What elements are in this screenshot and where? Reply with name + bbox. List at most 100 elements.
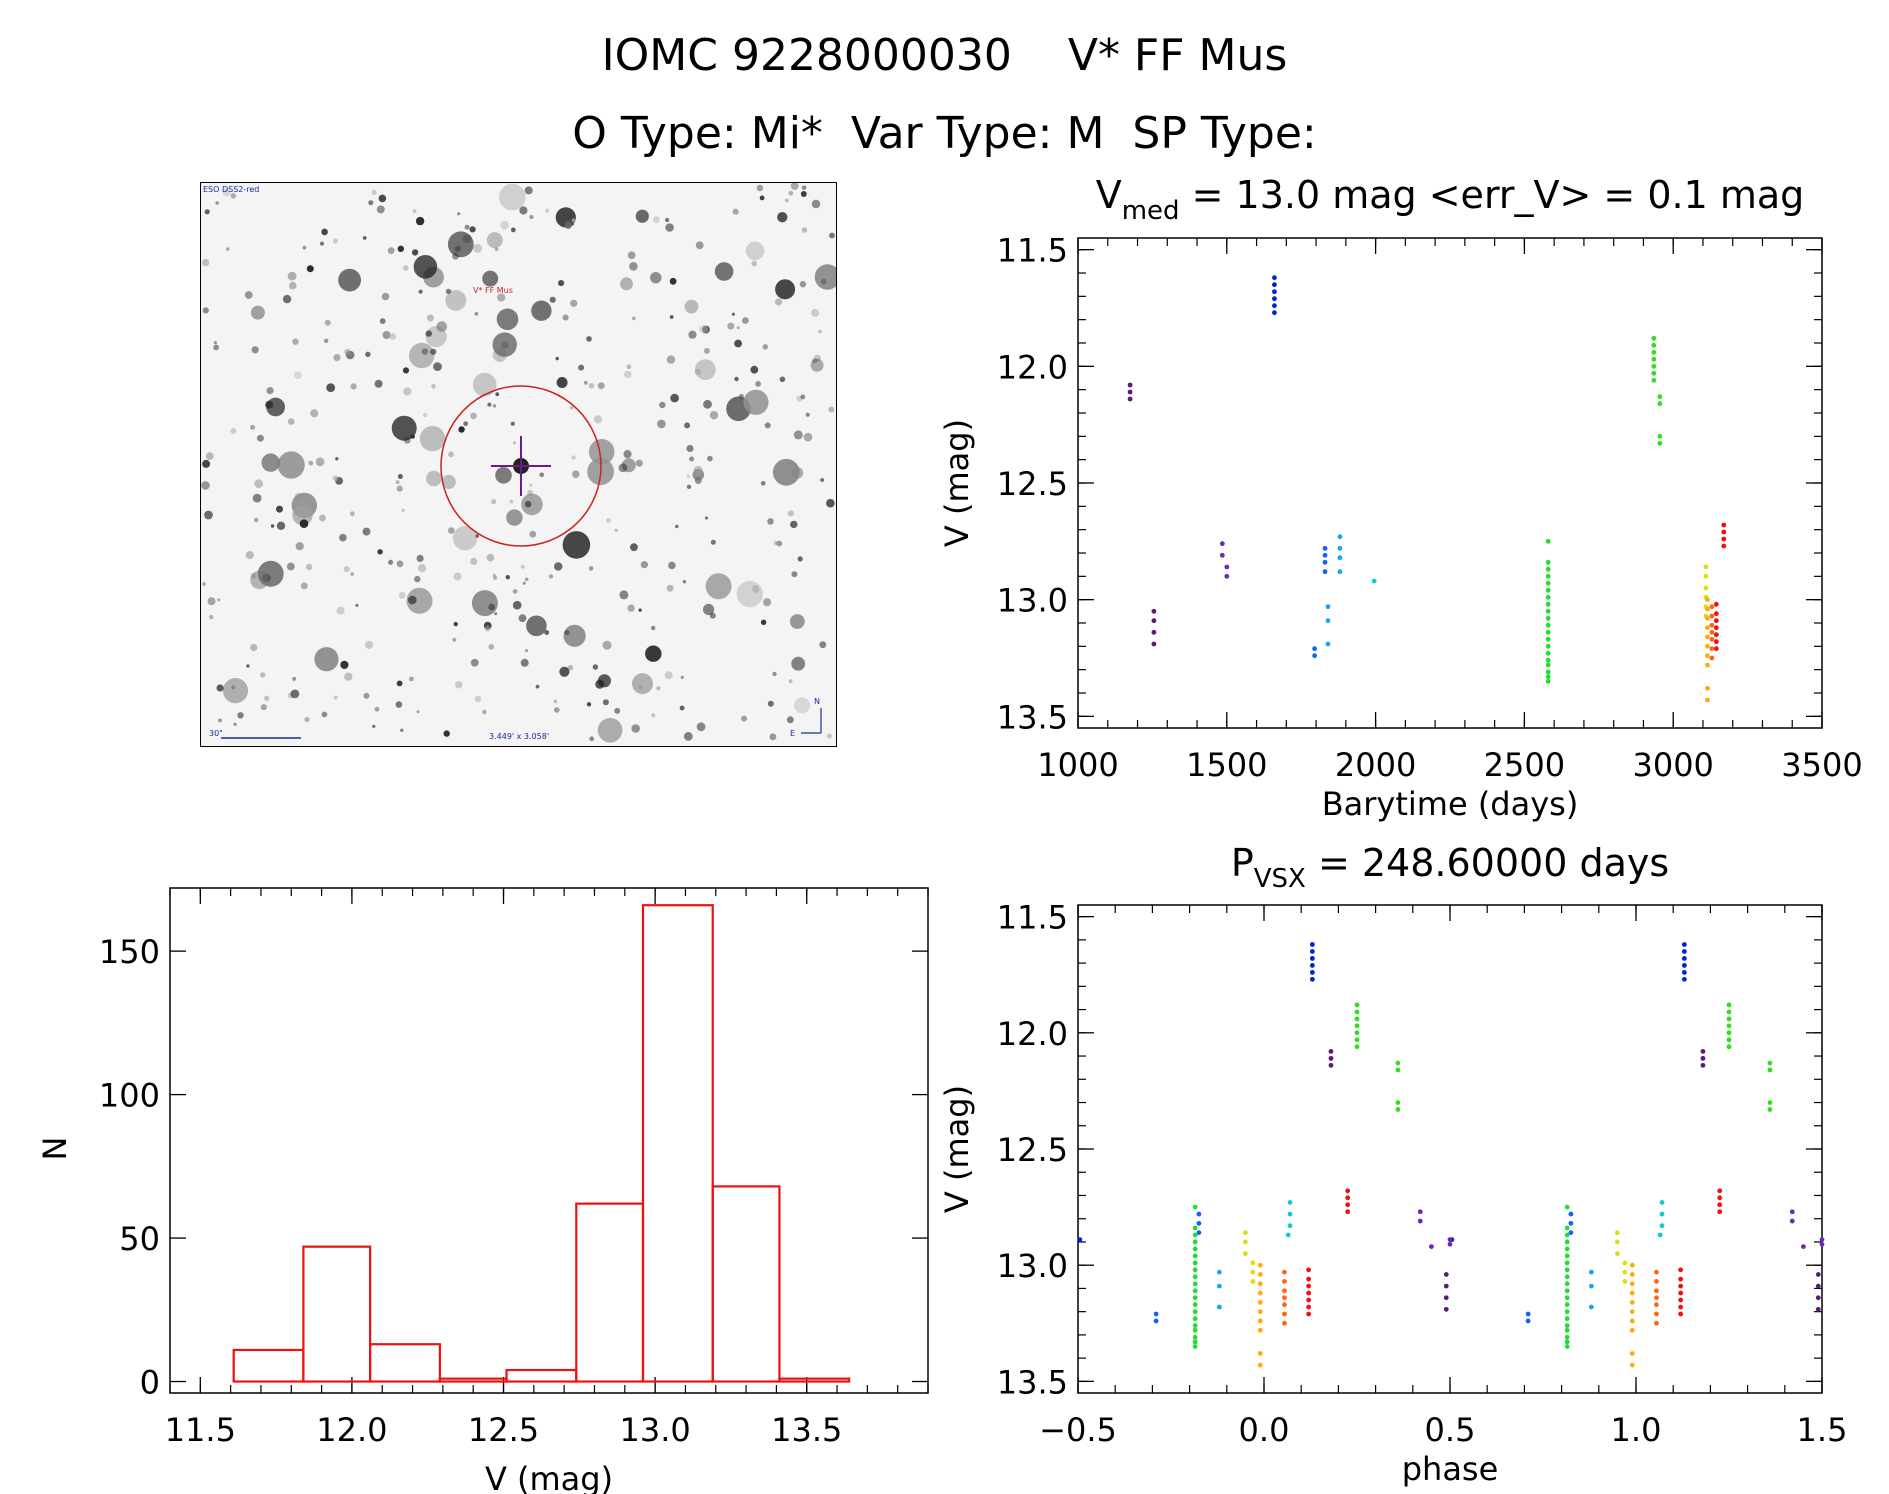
sky-star <box>635 209 649 223</box>
phased-point <box>1815 1295 1821 1301</box>
sky-star <box>776 540 783 547</box>
phased-point <box>1192 1253 1198 1259</box>
lightcurve-point <box>1651 349 1657 355</box>
phased-point <box>1309 956 1315 961</box>
lightcurve-point <box>1721 536 1727 542</box>
phased-point <box>1354 1002 1360 1008</box>
sky-star <box>469 226 476 233</box>
sky-star <box>522 581 526 585</box>
sky-star <box>694 368 702 376</box>
lightcurve-point <box>1151 629 1157 635</box>
sky-star <box>499 183 526 211</box>
sky-star <box>529 530 537 538</box>
sky-star <box>618 463 628 473</box>
phased-point <box>1328 1062 1334 1068</box>
phased-point <box>1216 1304 1222 1310</box>
phased-point <box>1354 1037 1360 1043</box>
sky-star <box>664 671 673 680</box>
phased-point <box>1192 1309 1198 1315</box>
phased-point <box>1192 1288 1198 1294</box>
phased-point <box>1257 1309 1263 1315</box>
phased-point <box>1243 1239 1248 1245</box>
sky-star <box>794 697 811 714</box>
phased-point <box>1257 1362 1263 1368</box>
sky-star <box>512 600 522 610</box>
sky-star <box>403 265 409 271</box>
phased-point <box>1287 1223 1293 1229</box>
sky-star <box>218 718 223 723</box>
sky-star <box>396 485 403 492</box>
sky-star <box>250 570 269 590</box>
sky-star <box>416 554 424 562</box>
phased-point <box>1564 1316 1570 1322</box>
phased-point <box>1681 976 1687 982</box>
phased-point <box>1789 1218 1795 1224</box>
sky-star <box>526 615 547 637</box>
sky-star <box>564 630 570 636</box>
phased-point <box>1629 1309 1635 1315</box>
histogram-bar <box>369 1343 441 1383</box>
sky-star <box>554 707 560 713</box>
sky-star <box>306 265 314 273</box>
sky-star <box>371 189 377 195</box>
sky-star <box>470 412 477 420</box>
sky-star <box>365 640 374 649</box>
phased-point <box>1767 1060 1773 1066</box>
sky-star <box>535 684 540 689</box>
phased-point <box>1767 1100 1773 1105</box>
sky-star <box>344 672 353 681</box>
lightcurve-point <box>1272 289 1277 295</box>
sky-star <box>397 245 404 252</box>
lightcurve-point <box>1703 564 1709 570</box>
phased-point <box>1192 1239 1198 1245</box>
phased-point <box>1443 1295 1449 1301</box>
phased-point <box>1287 1211 1293 1217</box>
sky-star <box>368 200 374 206</box>
phased-point <box>1564 1327 1570 1333</box>
lightcurve-point <box>1224 573 1230 579</box>
phased-point <box>1192 1323 1198 1329</box>
phased-point <box>1726 1002 1732 1008</box>
sky-star <box>266 397 285 417</box>
sky-star <box>484 625 491 632</box>
sky-star <box>396 680 403 687</box>
lightcurve-points <box>1127 275 1727 703</box>
phased-point <box>1568 1211 1574 1217</box>
phased-point <box>1659 1200 1665 1205</box>
lightcurve-point <box>1705 606 1710 612</box>
phased-point <box>1429 1244 1434 1249</box>
x-tick-label: 11.5 <box>165 1411 236 1449</box>
sky-star <box>453 621 458 627</box>
histogram-bar <box>505 1368 578 1383</box>
sky-star <box>682 580 687 584</box>
lightcurve-point <box>1337 545 1343 551</box>
histogram-bar <box>711 1185 781 1383</box>
lightcurve-point <box>1709 604 1715 610</box>
sky-star <box>409 676 414 682</box>
sky-star <box>818 329 822 334</box>
lightcurve-point <box>1713 618 1719 624</box>
sky-star <box>684 422 691 429</box>
sky-star <box>686 474 691 479</box>
sky-star <box>651 713 656 718</box>
sky-star <box>555 356 559 361</box>
phased-point <box>1588 1269 1594 1275</box>
sky-star <box>403 387 412 396</box>
phased-point <box>1700 1062 1706 1068</box>
sky-star <box>527 489 533 496</box>
phased-point <box>1629 1262 1635 1268</box>
lightcurve-point <box>1322 552 1328 558</box>
phased-point <box>1564 1344 1570 1349</box>
sky-star <box>494 247 499 252</box>
sky-star <box>653 216 660 223</box>
sky-star <box>709 411 719 420</box>
sky-star <box>387 247 395 254</box>
sky-star <box>264 695 270 701</box>
phased-point <box>1153 1318 1159 1324</box>
phased-point <box>1681 963 1687 968</box>
sky-star <box>767 700 774 707</box>
x-tick-label: −0.5 <box>1039 1411 1117 1449</box>
sky-star <box>430 348 437 355</box>
sky-star <box>686 444 694 453</box>
title-symbol: V <box>1096 173 1122 217</box>
